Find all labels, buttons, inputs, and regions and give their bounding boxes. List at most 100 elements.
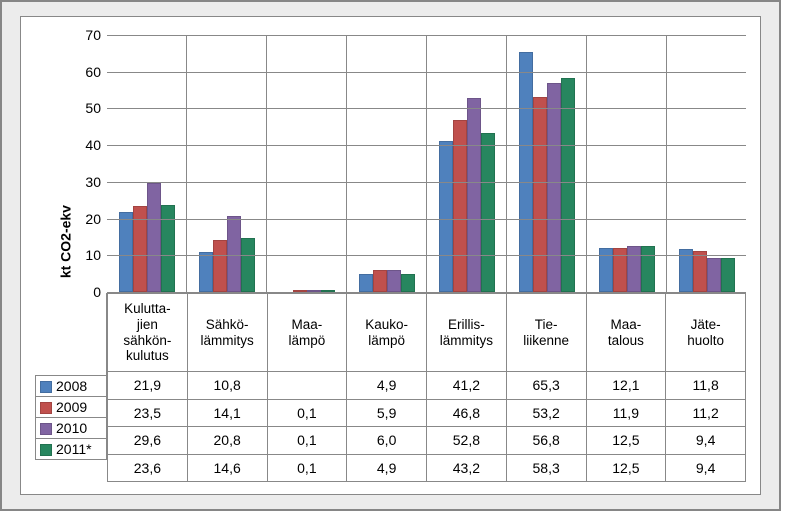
bar (533, 97, 547, 292)
data-cell: 53,2 (506, 399, 586, 427)
legend-swatch (40, 402, 52, 414)
bar-group (187, 35, 267, 292)
category-header: Tie-liikenne (506, 294, 586, 372)
bar (373, 270, 387, 292)
bar (213, 240, 227, 292)
data-cell: 4,9 (347, 454, 427, 482)
bars (187, 35, 266, 292)
plot-area: 010203040506070 (107, 35, 746, 293)
category-header: Jäte-huolto (666, 294, 746, 372)
category-header: Erillis-lämmitys (427, 294, 507, 372)
bars (347, 35, 426, 292)
y-tick-label: 40 (71, 137, 101, 153)
category-header: Kulutta-jiensähkön-kulutus (108, 294, 188, 372)
data-cell: 10,8 (187, 372, 267, 400)
y-tick-label: 30 (71, 174, 101, 190)
data-cell: 52,8 (427, 427, 507, 455)
data-table-region: Kulutta-jiensähkön-kulutusSähkö-lämmitys… (107, 293, 746, 482)
data-cell: 6,0 (347, 427, 427, 455)
data-cell: 0,1 (267, 399, 347, 427)
legend-item: 2008 (36, 376, 107, 397)
grid-line (107, 219, 746, 220)
legend-swatch (40, 423, 52, 435)
bar (401, 274, 415, 292)
category-header: Sähkö-lämmitys (187, 294, 267, 372)
bar (481, 133, 495, 292)
bar (467, 98, 481, 292)
data-cell: 56,8 (506, 427, 586, 455)
data-cell: 21,9 (108, 372, 188, 400)
bars (667, 35, 746, 292)
bar-group (507, 35, 587, 292)
data-cell: 11,2 (666, 399, 746, 427)
data-cell (267, 372, 347, 400)
data-cell: 23,6 (108, 454, 188, 482)
y-tick-label: 60 (71, 64, 101, 80)
data-cell: 12,5 (586, 427, 666, 455)
bar-group (347, 35, 427, 292)
grid-line (107, 108, 746, 109)
category-header: Maa-lämpö (267, 294, 347, 372)
legend-column: 2008 2009 2010 2011* (35, 293, 107, 460)
bar (199, 252, 213, 292)
bar (561, 78, 575, 292)
data-cell: 29,6 (108, 427, 188, 455)
y-tick-label: 70 (71, 27, 101, 43)
legend-blank (36, 293, 107, 376)
bar (359, 274, 373, 292)
legend-label: 2010 (56, 420, 87, 436)
plot-region: 010203040506070 (107, 35, 746, 293)
y-tick-label: 20 (71, 211, 101, 227)
data-cell: 20,8 (187, 427, 267, 455)
bar-group (267, 35, 347, 292)
chart-frame: kt CO2-ekv 010203040506070 2008200920102… (0, 0, 781, 511)
data-cell: 65,3 (506, 372, 586, 400)
y-tick-label: 50 (71, 100, 101, 116)
data-cell: 11,8 (666, 372, 746, 400)
bar (547, 83, 561, 292)
bars (427, 35, 506, 292)
bar (599, 248, 613, 292)
grid-line (107, 182, 746, 183)
data-cell: 14,6 (187, 454, 267, 482)
bar (241, 238, 255, 292)
data-cell: 58,3 (506, 454, 586, 482)
legend-label: 2008 (56, 378, 87, 394)
bars (107, 35, 186, 292)
legend-item: 2009 (36, 397, 107, 418)
bar-group (427, 35, 507, 292)
data-cell: 5,9 (347, 399, 427, 427)
bar (147, 183, 161, 292)
bars (507, 35, 586, 292)
bar-group (107, 35, 187, 292)
data-cell: 12,5 (586, 454, 666, 482)
data-cell: 4,9 (347, 372, 427, 400)
bar (707, 258, 721, 293)
data-cell: 14,1 (187, 399, 267, 427)
bar (387, 270, 401, 292)
bar (641, 246, 655, 292)
grid-line (107, 145, 746, 146)
data-cell: 46,8 (427, 399, 507, 427)
bar (439, 141, 453, 292)
bar (227, 216, 241, 292)
category-header: Kauko-lämpö (347, 294, 427, 372)
legend-swatch (40, 444, 52, 456)
chart-panel: kt CO2-ekv 010203040506070 2008200920102… (20, 16, 761, 495)
data-cell: 0,1 (267, 454, 347, 482)
bar-group (667, 35, 746, 292)
bar (693, 251, 707, 292)
data-cell: 11,9 (586, 399, 666, 427)
data-cell: 9,4 (666, 454, 746, 482)
data-cell: 0,1 (267, 427, 347, 455)
bar (119, 212, 133, 292)
data-table: Kulutta-jiensähkön-kulutusSähkö-lämmitys… (107, 293, 746, 482)
y-tick-label: 10 (71, 247, 101, 263)
legend-label: 2011* (56, 441, 92, 457)
grid-line (107, 35, 746, 36)
bar-groups (107, 35, 746, 292)
grid-line (107, 72, 746, 73)
category-header: Maa-talous (586, 294, 666, 372)
legend-item: 2011* (36, 439, 107, 460)
bar (627, 246, 641, 292)
